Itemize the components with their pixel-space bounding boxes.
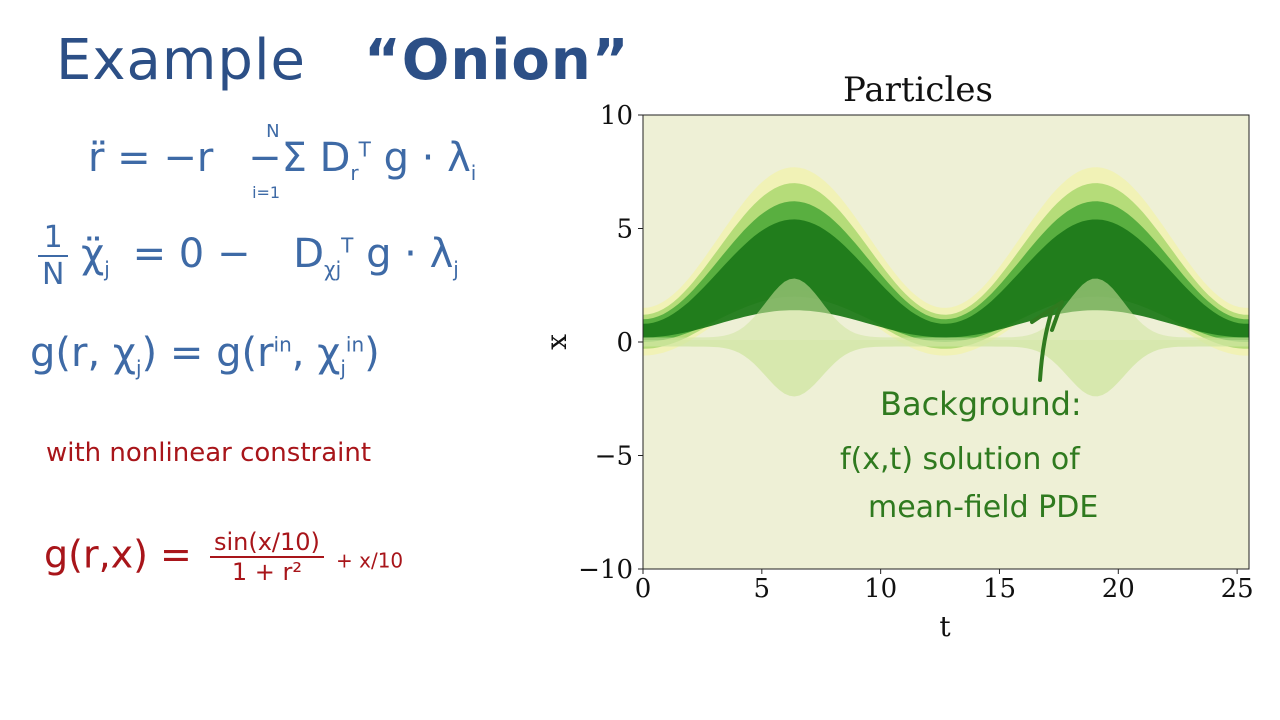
band-inner-spike <box>643 278 1249 340</box>
y-ticks: 10 5 0 −5 −10 <box>578 101 643 585</box>
annotation-arrow <box>1038 308 1054 382</box>
chart-title: Particles <box>843 70 993 110</box>
constraint-label: with nonlinear constraint <box>46 438 372 468</box>
eq2-lhs-sub: j <box>104 257 110 281</box>
equation-3: g(r, χj) = g(rin, χjin) <box>30 330 380 380</box>
x-axis-label: t <box>939 610 951 643</box>
eq1-rhs: −Σ D <box>248 135 351 181</box>
eq1-sum-top: N <box>266 121 280 142</box>
y-tick-label: 0 <box>616 328 633 358</box>
equation-1: r̈ = −r −Σ DrT N i=1 g · λi <box>88 121 477 202</box>
annotation-arrowhead <box>1030 300 1064 332</box>
eq3-sub-a: j <box>135 356 142 380</box>
eq1-sum: −Σ DrT N i=1 <box>248 121 371 202</box>
eq2-mid: = 0 − <box>132 231 251 277</box>
x-tick-label: 5 <box>754 574 771 604</box>
eq1-tail-sub: i <box>470 161 477 185</box>
x-tick-label: 15 <box>983 574 1016 604</box>
eq2-rhs: D <box>293 231 325 277</box>
eq2-frac-den: N <box>42 257 65 292</box>
eq2-fraction: 1 N <box>38 220 69 292</box>
density-bands <box>643 167 1249 397</box>
equation-2: 1 N χ̈j = 0 − DχjT g · λj <box>38 220 459 292</box>
eq4-den: 1 + r² <box>231 558 303 586</box>
eq2-rhs-sub: χj <box>324 257 342 281</box>
y-tick-label: −10 <box>578 555 633 585</box>
eq3-b: ) = g(r <box>141 330 274 376</box>
band-lower <box>643 339 1249 397</box>
eq2-tail: g · λ <box>366 231 454 277</box>
eq4-fraction: sin(x/10) 1 + r² <box>209 528 324 586</box>
eq4-tail: + x/10 <box>336 548 404 573</box>
eq3-c: , χ <box>291 330 341 376</box>
eq4-num: sin(x/10) <box>209 528 324 558</box>
y-axis-label: x <box>540 334 573 350</box>
title-word: Example <box>56 28 306 93</box>
eq3-sub-c: j <box>340 356 346 380</box>
equation-4: g(r,x) = sin(x/10) 1 + r² + x/10 <box>44 528 403 586</box>
annotation-line-3: mean-field PDE <box>868 490 1099 525</box>
x-tick-label: 10 <box>864 574 897 604</box>
eq3-a: g(r, χ <box>30 330 136 376</box>
y-tick-label: 10 <box>600 101 633 131</box>
y-tick-label: 5 <box>616 215 633 245</box>
eq1-lhs: r̈ = −r <box>88 135 214 181</box>
notes-title: Example “Onion” <box>56 28 630 93</box>
x-ticks: 0 5 10 15 20 25 <box>635 569 1254 604</box>
x-tick-label: 20 <box>1102 574 1135 604</box>
eq3-sup-c: in <box>345 332 365 357</box>
title-quote: “Onion” <box>363 28 630 93</box>
eq1-sum-bottom: i=1 <box>252 183 281 202</box>
eq3-sup-b: in <box>273 332 292 357</box>
eq1-rhs-sup: T <box>358 137 371 162</box>
eq2-lhs: χ̈ <box>81 231 105 277</box>
x-tick-label: 0 <box>635 574 652 604</box>
eq2-rhs-sup: T <box>341 233 354 258</box>
eq3-d: ) <box>364 330 380 376</box>
eq2-frac-num: 1 <box>38 220 69 257</box>
annotation-line-2: f(x,t) solution of <box>840 442 1080 477</box>
y-tick-label: −5 <box>595 442 633 472</box>
x-tick-label: 25 <box>1221 574 1254 604</box>
eq2-tail-sub: j <box>453 257 459 281</box>
eq1-tail: g · λ <box>383 135 471 181</box>
eq1-rhs-sub: r <box>350 161 359 185</box>
eq4-lhs: g(r,x) = <box>44 532 192 577</box>
annotation-line-1: Background: <box>880 385 1082 423</box>
